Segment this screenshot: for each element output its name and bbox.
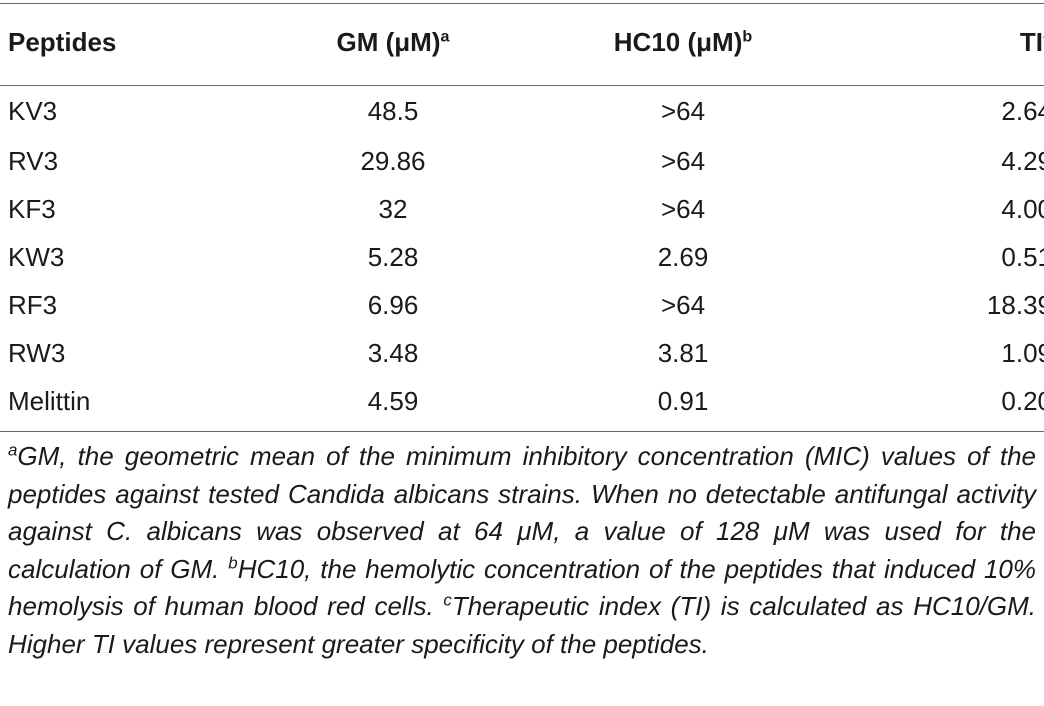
cell-ti: 0.20 <box>1001 385 1044 416</box>
header-peptides: Peptides <box>8 27 117 57</box>
cell-peptide: RW3 <box>8 337 66 368</box>
cell-hc10: >64 <box>660 289 706 320</box>
cell-peptide: KV3 <box>8 95 58 126</box>
footnote-a-mark: a <box>8 440 18 460</box>
table-row: Melittin 4.59 0.91 0.20 <box>0 377 1044 425</box>
cell-gm: 29.86 <box>360 145 426 176</box>
table-row: RF3 6.96 >64 18.39 <box>0 281 1044 329</box>
cell-ti: 2.64 <box>1001 95 1044 126</box>
cell-peptide: RF3 <box>8 289 58 320</box>
footnote-c-text: Therapeutic index (TI) is calculated as … <box>8 591 1036 659</box>
footnote-b-text: HC10, the hemolytic concentration of the… <box>8 553 1036 622</box>
table-row: RW3 3.48 3.81 1.09 <box>0 329 1044 377</box>
cell-ti: 4.00 <box>1001 193 1044 224</box>
header-ti: TIc <box>848 0 1044 85</box>
cell-ti: 18.39 <box>986 289 1044 320</box>
cell-peptide: Melittin <box>8 385 91 416</box>
cell-peptide: RV3 <box>8 145 59 176</box>
cell-gm: 5.28 <box>367 241 419 272</box>
footnote-b-mark: b <box>228 552 238 572</box>
peptide-activity-table: Peptides GM (μM)a HC10 (μM)b TIc KV3 48.… <box>0 0 1044 425</box>
cell-ti: 4.29 <box>1001 145 1044 176</box>
header-hc10: HC10 (μM)b <box>613 27 753 57</box>
cell-gm: 48.5 <box>367 95 419 126</box>
header-hc10-superscript: b <box>742 27 753 46</box>
cell-peptide: KF3 <box>8 193 56 224</box>
cell-hc10: 0.91 <box>657 385 709 416</box>
table-top-rule <box>0 3 1044 4</box>
cell-gm: 4.59 <box>367 385 419 416</box>
cell-gm: 3.48 <box>367 337 419 368</box>
header-gm: GM (μM)a <box>336 27 450 57</box>
cell-peptide: KW3 <box>8 241 65 272</box>
cell-hc10: >64 <box>660 193 706 224</box>
header-gm-superscript: a <box>440 27 450 46</box>
cell-gm: 6.96 <box>367 289 419 320</box>
cell-hc10: >64 <box>660 145 706 176</box>
footnote-a-text: GM, the geometric mean of the minimum in… <box>8 441 1036 584</box>
footnote-c-mark: c <box>443 590 452 610</box>
table-footnote: aGM, the geometric mean of the minimum i… <box>8 438 1036 663</box>
cell-hc10: 2.69 <box>657 241 709 272</box>
cell-hc10: >64 <box>660 95 706 126</box>
table-row: KV3 48.5 >64 2.64 <box>0 85 1044 137</box>
cell-gm: 32 <box>378 193 408 224</box>
table-header-row: Peptides GM (μM)a HC10 (μM)b TIc <box>0 0 1044 85</box>
table-header-rule <box>0 85 1044 86</box>
table-bottom-rule <box>0 431 1044 432</box>
cell-ti: 1.09 <box>1001 337 1044 368</box>
table-row: RV3 29.86 >64 4.29 <box>0 137 1044 185</box>
table-row: KF3 32 >64 4.00 <box>0 185 1044 233</box>
table-row: KW3 5.28 2.69 0.51 <box>0 233 1044 281</box>
cell-hc10: 3.81 <box>657 337 709 368</box>
cell-ti: 0.51 <box>1001 241 1044 272</box>
